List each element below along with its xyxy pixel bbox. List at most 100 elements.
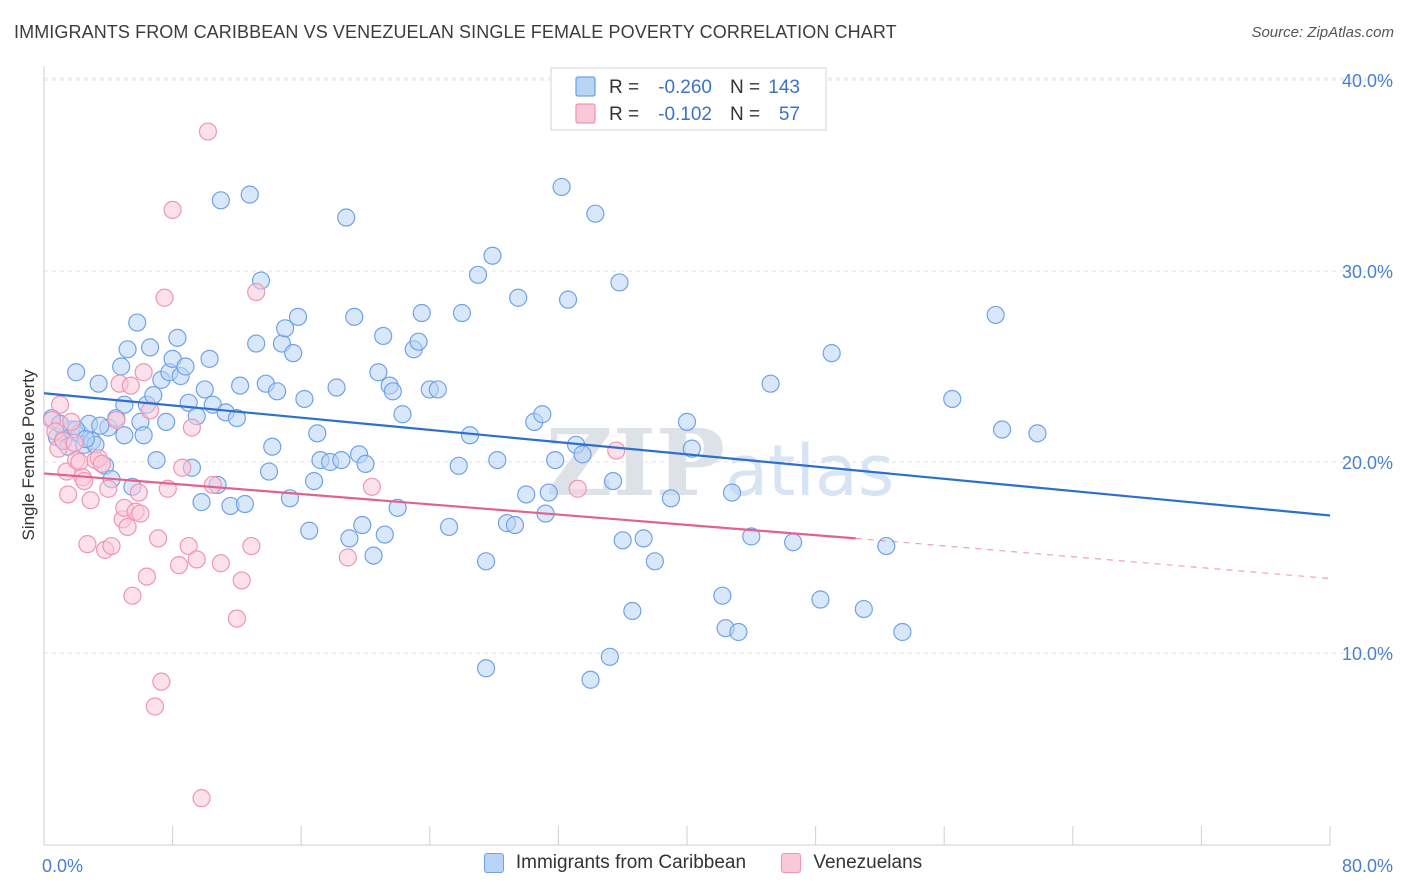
data-point	[155, 288, 174, 307]
data-point	[211, 554, 230, 573]
data-point	[102, 536, 121, 556]
data-point	[65, 433, 84, 452]
data-point	[187, 550, 206, 569]
trend-line-caribbean	[43, 392, 1331, 517]
legend-swatch	[575, 103, 596, 124]
data-point	[211, 191, 230, 210]
data-point	[118, 517, 137, 537]
data-point	[505, 515, 525, 535]
data-point	[231, 376, 250, 395]
data-point	[107, 410, 126, 430]
data-point	[227, 408, 246, 428]
data-point	[327, 378, 346, 397]
legend-item-venezuelans[interactable]: Venezuelans	[781, 852, 922, 874]
data-point	[198, 122, 218, 141]
data-point	[613, 531, 632, 550]
legend-item-caribbean[interactable]: Immigrants from Caribbean	[483, 852, 746, 874]
data-point	[452, 303, 472, 323]
legend-r-label: R =	[609, 77, 639, 98]
data-point	[129, 483, 148, 502]
data-point	[145, 697, 165, 716]
correlation-legend: R = -0.260 N = 143 R = -0.102 N = 57	[550, 67, 827, 131]
data-point	[375, 525, 394, 544]
data-point	[134, 426, 153, 445]
data-point	[603, 472, 623, 491]
data-point	[488, 450, 507, 470]
data-point	[300, 521, 319, 540]
data-point	[163, 200, 182, 219]
legend-n-value: 57	[779, 104, 800, 125]
data-point	[115, 426, 134, 445]
data-point	[118, 340, 137, 359]
data-point	[783, 533, 803, 552]
data-point	[62, 412, 81, 431]
data-point	[729, 622, 748, 642]
data-point	[388, 498, 407, 517]
data-point	[340, 529, 359, 548]
data-point	[179, 536, 198, 556]
data-point	[509, 288, 528, 307]
trend-line-venezuelans-extrapolated	[855, 537, 1331, 580]
data-point	[157, 412, 176, 431]
data-point	[168, 328, 187, 347]
data-point	[247, 282, 266, 302]
data-point	[308, 424, 327, 443]
data-point	[337, 208, 356, 227]
data-point	[147, 450, 166, 470]
data-point	[345, 307, 364, 326]
data-point	[409, 332, 428, 351]
data-point	[50, 395, 70, 414]
data-point	[128, 313, 147, 332]
legend-r-label: R =	[609, 104, 639, 125]
data-point	[131, 504, 150, 523]
data-point	[546, 450, 565, 470]
legend-n-label: N =	[730, 77, 760, 98]
legend-swatch-caribbean	[483, 853, 504, 873]
data-point	[533, 405, 552, 424]
series-caribbean	[42, 177, 1047, 689]
legend-swatch-venezuelans	[781, 853, 802, 873]
data-point	[634, 529, 653, 548]
data-point	[412, 303, 431, 323]
data-point	[893, 622, 912, 642]
series-venezuelans	[42, 122, 626, 808]
data-point	[169, 556, 189, 575]
y-tick-label: 10.0%	[1342, 644, 1393, 664]
y-tick-label: 20.0%	[1342, 453, 1393, 473]
data-point	[992, 420, 1012, 439]
data-point	[70, 452, 89, 472]
bottom-legend: Immigrants from Caribbean Venezuelans	[0, 852, 1406, 879]
data-point	[59, 485, 78, 504]
data-point	[149, 529, 168, 548]
data-point	[742, 527, 761, 546]
data-point	[195, 380, 214, 399]
data-point	[240, 185, 259, 204]
data-point	[428, 380, 447, 399]
data-point	[247, 334, 266, 353]
data-point	[115, 395, 134, 414]
y-tick-label: 30.0%	[1342, 262, 1393, 282]
legend-r-value: -0.260	[658, 77, 712, 98]
legend-swatch	[575, 76, 596, 97]
data-point	[449, 456, 468, 475]
data-point	[539, 483, 558, 502]
data-point	[353, 515, 372, 535]
legend-r-value: -0.102	[658, 104, 712, 125]
y-tick-label: 40.0%	[1342, 71, 1393, 91]
data-point	[284, 344, 303, 363]
data-point	[854, 599, 873, 619]
data-point	[78, 535, 97, 554]
data-point	[134, 363, 153, 382]
data-point	[200, 349, 219, 368]
legend-label-venezuelans: Venezuelans	[813, 852, 923, 873]
data-point	[476, 552, 496, 571]
legend-n-label: N =	[730, 104, 760, 125]
data-point	[558, 290, 578, 309]
data-point	[552, 177, 571, 197]
data-point	[332, 450, 351, 470]
data-point	[92, 454, 111, 474]
data-point	[517, 485, 536, 504]
chart-title: IMMIGRANTS FROM CARIBBEAN VS VENEZUELAN …	[14, 22, 897, 42]
data-point	[112, 357, 131, 376]
